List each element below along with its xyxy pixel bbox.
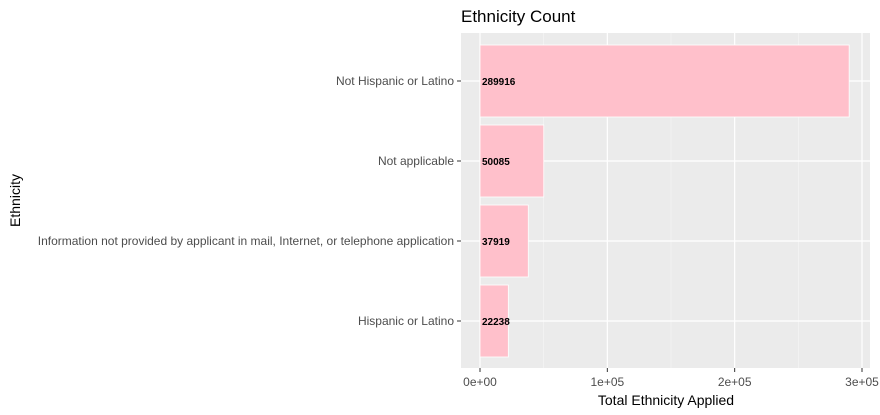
x-tick-label: 1e+05 <box>590 375 624 389</box>
bar <box>479 44 850 118</box>
bar <box>479 124 545 198</box>
data-labels: 289916 50085 37919 22238 <box>482 77 516 328</box>
y-tick-label: Hispanic or Latino <box>358 314 454 328</box>
data-label: 50085 <box>482 157 510 168</box>
y-tick-label: Information not provided by applicant in… <box>38 234 454 248</box>
bars <box>479 44 850 358</box>
x-tick-label: 3e+05 <box>845 375 879 389</box>
data-label: 289916 <box>482 77 516 88</box>
y-axis-title: Ethnicity <box>7 174 23 227</box>
data-label: 22238 <box>482 317 510 328</box>
data-label: 37919 <box>482 237 510 248</box>
bar <box>479 284 509 358</box>
x-axis-title: Total Ethnicity Applied <box>598 392 734 408</box>
y-tick-label: Not applicable <box>378 154 454 168</box>
x-axis: 0e+00 1e+05 2e+05 3e+05 <box>463 368 879 389</box>
y-tick-label: Not Hispanic or Latino <box>336 74 454 88</box>
y-axis: Not Hispanic or Latino Not applicable Info… <box>38 74 461 328</box>
bar <box>479 204 529 278</box>
x-tick-label: 2e+05 <box>718 375 752 389</box>
chart-title: Ethnicity Count <box>461 7 576 26</box>
x-tick-label: 0e+00 <box>463 375 497 389</box>
